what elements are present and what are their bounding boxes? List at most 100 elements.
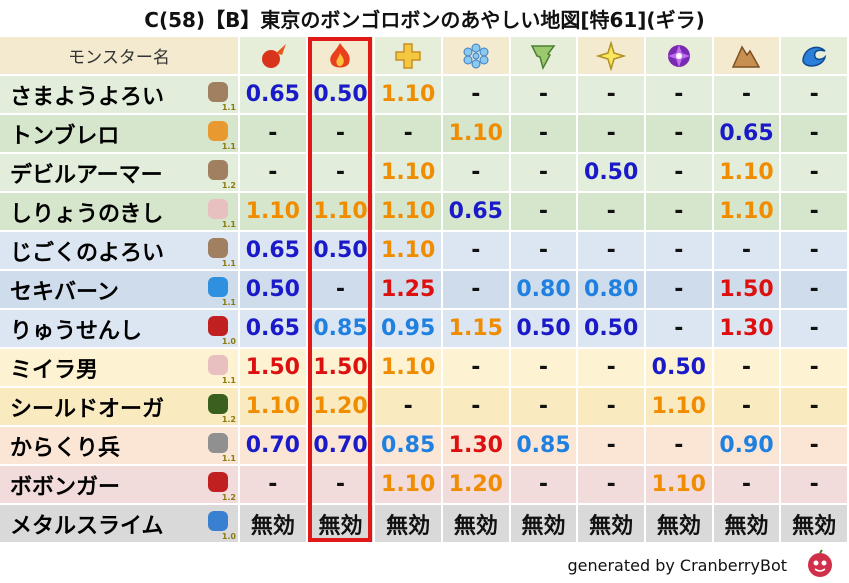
resistance-cell: 1.25 <box>375 271 443 310</box>
bot-logo <box>808 549 832 577</box>
monster-level: 1.0 <box>221 337 236 346</box>
resistance-cell: - <box>578 388 646 427</box>
resistance-cell: 0.65 <box>442 193 511 232</box>
resistance-cell: - <box>442 388 511 427</box>
resistance-cell: - <box>510 388 579 427</box>
monster-icon <box>208 199 228 219</box>
monster-level: 1.2 <box>221 493 236 502</box>
resistance-cell: - <box>442 154 511 193</box>
monster-name-cell: トンブレロ 1.1 <box>0 115 240 154</box>
resistance-cell: 1.10 <box>240 193 308 232</box>
monster-name: しりょうのきし <box>10 201 164 227</box>
resistance-cell: - <box>307 154 376 193</box>
resistance-cell: - <box>442 76 511 115</box>
resistance-cell: 1.30 <box>442 427 511 466</box>
resistance-cell: 1.10 <box>645 466 714 505</box>
resistance-cell: 0.70 <box>307 427 376 466</box>
monster-name-cell: ボボンガー 1.2 <box>0 466 240 505</box>
resistance-cell: - <box>307 466 376 505</box>
monster-name: さまようよろい <box>10 84 165 110</box>
monster-level: 1.1 <box>221 142 236 151</box>
resistance-cell: 0.95 <box>375 310 443 349</box>
resistance-cell: - <box>781 466 849 505</box>
resistance-cell: 0.65 <box>240 310 308 349</box>
header-icon <box>240 37 308 76</box>
monster-name: ミイラ男 <box>10 357 99 383</box>
resistance-cell: 1.50 <box>713 271 782 310</box>
monster-name: じごくのよろい <box>10 240 165 266</box>
resistance-cell: - <box>645 232 714 271</box>
resistance-cell: - <box>578 232 646 271</box>
resistance-cell: - <box>713 349 782 388</box>
resistance-cell: 0.90 <box>713 427 782 466</box>
resistance-cell: - <box>375 115 443 154</box>
resistance-cell: 1.50 <box>240 349 308 388</box>
resistance-cell: - <box>781 388 849 427</box>
resistance-cell: - <box>781 154 849 193</box>
resistance-cell: 0.65 <box>713 115 782 154</box>
monster-level: 1.0 <box>221 532 236 541</box>
resistance-cell: 1.20 <box>442 466 511 505</box>
resistance-cell: 無効 <box>781 505 849 544</box>
resistance-cell: - <box>510 349 579 388</box>
header-icon <box>578 37 646 76</box>
monster-icon <box>208 121 228 141</box>
resistance-cell: - <box>307 115 376 154</box>
monster-name-cell: じごくのよろい 1.1 <box>0 232 240 271</box>
resistance-cell: 1.10 <box>375 76 443 115</box>
monster-name: からくり兵 <box>10 435 121 461</box>
monster-name: シールドオーガ <box>10 396 165 422</box>
monster-name-cell: しりょうのきし 1.1 <box>0 193 240 232</box>
resistance-cell: - <box>645 427 714 466</box>
monster-icon <box>208 355 228 375</box>
resistance-cell: - <box>442 232 511 271</box>
monster-icon <box>208 472 228 492</box>
resistance-cell: - <box>578 115 646 154</box>
resistance-cell: 1.10 <box>307 193 376 232</box>
monster-name-cell: シールドオーガ 1.2 <box>0 388 240 427</box>
resistance-cell: - <box>307 271 376 310</box>
resistance-cell: - <box>510 466 579 505</box>
monster-name-cell: りゅうせんし 1.0 <box>0 310 240 349</box>
resistance-cell: 0.65 <box>240 76 308 115</box>
resistance-cell: 1.10 <box>713 193 782 232</box>
resistance-cell: 1.10 <box>240 388 308 427</box>
resistance-cell: 無効 <box>645 505 714 544</box>
resistance-cell: 0.50 <box>307 76 376 115</box>
header-icon <box>510 37 579 76</box>
resistance-cell: - <box>781 193 849 232</box>
monster-name: ボボンガー <box>10 474 121 500</box>
resistance-cell: 0.70 <box>240 427 308 466</box>
resistance-cell: - <box>510 193 579 232</box>
header-icon <box>307 37 376 76</box>
resistance-cell: - <box>781 271 849 310</box>
resistance-cell: 無効 <box>240 505 308 544</box>
resistance-cell: 0.80 <box>510 271 579 310</box>
monster-name-cell: メタルスライム 1.0 <box>0 505 240 544</box>
resistance-cell: - <box>645 154 714 193</box>
title: C(58)【B】東京のボンゴロボンのあやしい地図[特61](ギラ) <box>144 8 705 32</box>
resistance-cell: 0.85 <box>375 427 443 466</box>
monster-name: トンブレロ <box>10 123 120 149</box>
resistance-cell: - <box>578 76 646 115</box>
resistance-cell: - <box>645 76 714 115</box>
resistance-cell: 無効 <box>307 505 376 544</box>
header-icon <box>645 37 714 76</box>
resistance-cell: 無効 <box>442 505 511 544</box>
resistance-cell: - <box>781 310 849 349</box>
resistance-cell: - <box>645 310 714 349</box>
monster-icon <box>208 238 228 258</box>
resistance-cell: - <box>645 271 714 310</box>
resistance-cell: 0.65 <box>240 232 308 271</box>
resistance-cell: - <box>240 154 308 193</box>
resistance-cell: - <box>442 349 511 388</box>
resistance-cell: - <box>510 232 579 271</box>
resistance-cell: - <box>781 76 849 115</box>
monster-level: 1.1 <box>221 103 236 112</box>
footer: generated by CranberryBot <box>567 556 787 575</box>
header-name: モンスター名 <box>0 37 240 76</box>
resistance-cell: 0.50 <box>578 310 646 349</box>
resistance-cell: 1.10 <box>645 388 714 427</box>
resistance-cell: 1.10 <box>375 232 443 271</box>
monster-icon <box>208 511 228 531</box>
